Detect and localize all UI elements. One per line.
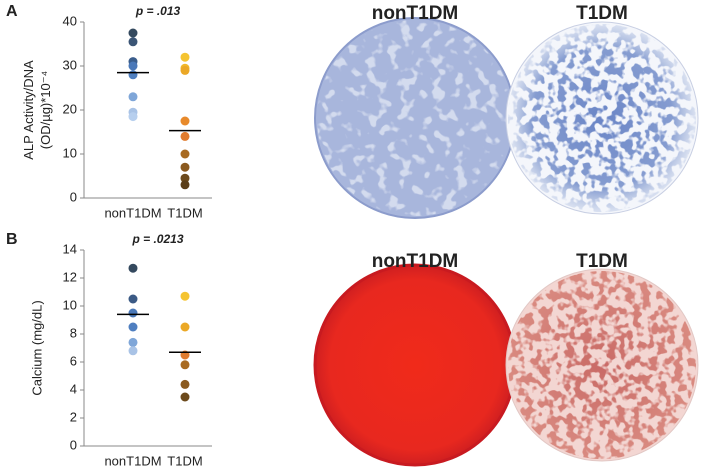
dot	[180, 291, 190, 301]
dot	[128, 308, 138, 318]
y-axis-label: ALP Activity/DNA	[21, 60, 36, 160]
dot	[128, 92, 138, 102]
dot	[128, 37, 138, 47]
dot	[180, 322, 190, 332]
well-image	[313, 263, 517, 467]
dot	[180, 360, 190, 370]
p-value: p = .0213	[131, 232, 183, 246]
p-value: p = .013	[135, 4, 181, 18]
dot	[128, 322, 138, 332]
image-title: nonT1DM	[372, 251, 459, 272]
image-title: T1DM	[576, 3, 628, 24]
dot	[180, 180, 190, 190]
y-tick-label: 10	[63, 145, 77, 160]
x-tick-label: nonT1DM	[104, 453, 161, 468]
x-tick-label: nonT1DM	[104, 205, 161, 220]
dot	[180, 65, 190, 75]
y-tick-label: 14	[63, 241, 77, 256]
y-tick-label: 30	[63, 57, 77, 72]
well-texture	[317, 20, 513, 216]
y-tick-label: 2	[70, 409, 77, 424]
y-tick-label: 8	[70, 325, 77, 340]
dot	[128, 346, 138, 356]
dot	[128, 112, 138, 122]
y-tick-label: 40	[63, 13, 77, 28]
x-tick-label: T1DM	[167, 453, 202, 468]
dot	[128, 263, 138, 273]
y-tick-label: 4	[70, 381, 77, 396]
dot	[180, 173, 190, 183]
dot	[180, 379, 190, 389]
y-tick-label: 0	[70, 189, 77, 204]
dot	[180, 52, 190, 62]
y-axis-label: (OD/µg)*10⁻⁴	[38, 71, 53, 149]
dot	[180, 116, 190, 126]
panel-label: B	[6, 231, 18, 248]
y-tick-label: 0	[70, 437, 77, 452]
y-tick-label: 12	[63, 269, 77, 284]
dot	[180, 149, 190, 159]
dot	[128, 294, 138, 304]
well-images	[313, 17, 699, 467]
dot	[180, 131, 190, 141]
image-title: T1DM	[576, 251, 628, 272]
panel-label: A	[6, 3, 18, 20]
dot	[180, 162, 190, 172]
dot	[128, 28, 138, 38]
dot	[180, 392, 190, 402]
dot	[128, 70, 138, 80]
y-tick-label: 10	[63, 297, 77, 312]
x-tick-label: T1DM	[167, 205, 202, 220]
well-texture	[508, 271, 696, 459]
image-title: nonT1DM	[372, 3, 459, 24]
y-tick-label: 6	[70, 353, 77, 368]
y-axis-label: Calcium (mg/dL)	[29, 300, 44, 395]
y-tick-label: 20	[63, 101, 77, 116]
dot	[128, 337, 138, 347]
dot	[128, 61, 138, 71]
well-texture	[508, 24, 696, 212]
